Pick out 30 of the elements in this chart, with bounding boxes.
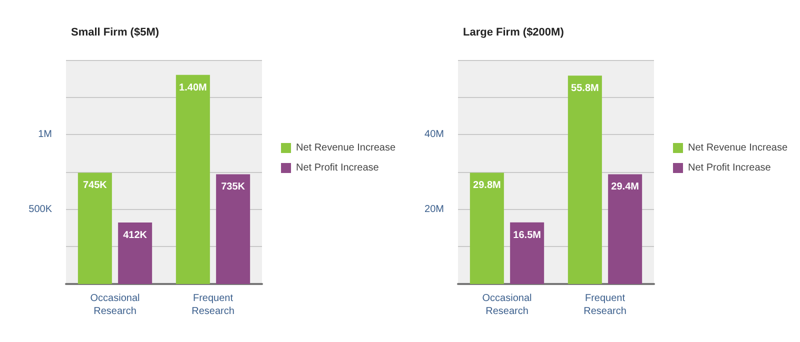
bar bbox=[176, 74, 210, 284]
bar bbox=[568, 76, 602, 284]
x-tick-label: Frequent Research bbox=[584, 293, 626, 317]
y-tick-label: 40M bbox=[424, 129, 444, 140]
bar bbox=[118, 222, 152, 284]
x-tick-label: Occasional Research bbox=[90, 293, 140, 317]
legend-label: Net Revenue Increase bbox=[296, 142, 396, 154]
bar bbox=[510, 222, 544, 284]
y-tick-label: 500K bbox=[28, 204, 52, 215]
x-tick-label: Occasional Research bbox=[482, 293, 532, 317]
bar bbox=[78, 172, 112, 284]
data-label: 735K bbox=[221, 182, 246, 193]
data-label: 55.8M bbox=[571, 83, 599, 94]
legend-label: Net Revenue Increase bbox=[688, 142, 788, 154]
chart-title: Small Firm ($5M) bbox=[71, 26, 160, 38]
data-label: 29.4M bbox=[611, 182, 639, 193]
y-tick-label: 20M bbox=[424, 204, 444, 215]
data-label: 29.8M bbox=[473, 180, 501, 192]
data-label: 16.5M bbox=[513, 230, 541, 241]
chart-title: Large Firm ($200M) bbox=[463, 26, 564, 38]
bar bbox=[608, 174, 642, 284]
legend-label: Net Profit Increase bbox=[688, 162, 772, 174]
y-tick-label: 1M bbox=[38, 129, 52, 140]
bar bbox=[216, 174, 250, 284]
data-label: 412K bbox=[123, 230, 148, 241]
x-tick-label: Frequent Research bbox=[192, 293, 234, 317]
data-label: 1.40M bbox=[179, 82, 207, 94]
data-label: 745K bbox=[82, 180, 108, 192]
bar bbox=[470, 172, 504, 284]
legend-label: Net Profit Increase bbox=[296, 162, 380, 174]
